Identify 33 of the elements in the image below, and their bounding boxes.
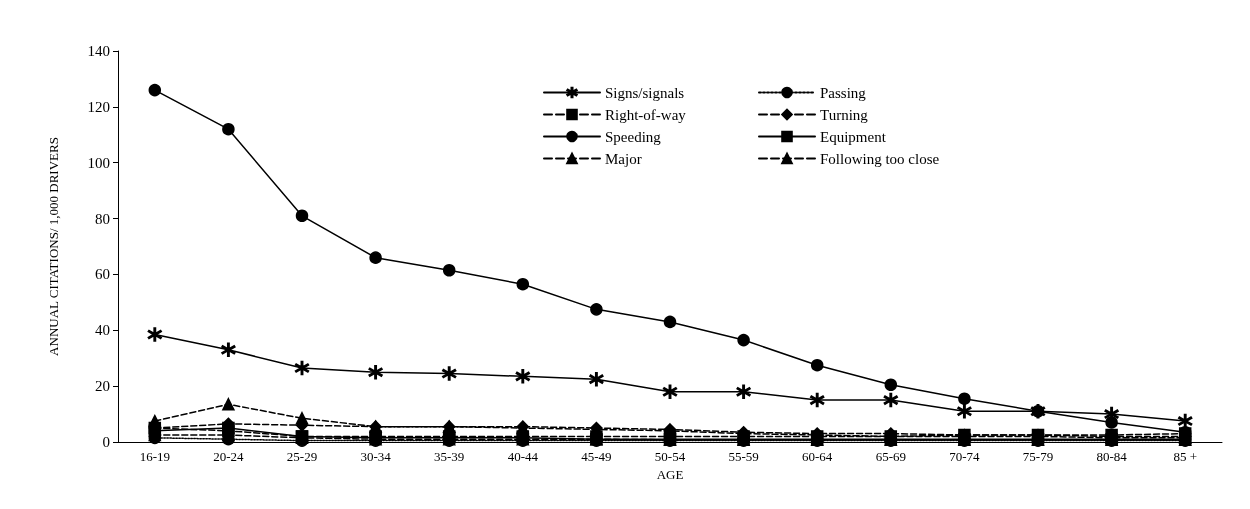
x-tick-label: 70-74 [949, 449, 981, 464]
legend-label: Turning [820, 106, 869, 123]
x-tick-label: 80-84 [1096, 449, 1128, 464]
x-tick-label: 45-49 [581, 449, 612, 464]
x-tick-label: 50-54 [654, 449, 686, 464]
y-tick-label: 140 [87, 43, 110, 59]
y-tick-label: 20 [95, 378, 110, 395]
legend-label: Right-of-way [605, 106, 687, 123]
y-tick-label: 80 [95, 210, 110, 227]
y-tick-label: 100 [87, 154, 110, 171]
legend-label: Signs/signals [605, 84, 685, 101]
x-axis-title: AGE [656, 466, 684, 482]
legend-label: Equipment [820, 128, 887, 145]
x-tick-label: 60-64 [802, 449, 833, 464]
x-tick-label: 65-69 [875, 449, 906, 464]
x-tick-label: 40-44 [507, 449, 539, 464]
y-tick-label: 60 [95, 266, 110, 283]
x-tick-label: 85 + [1173, 449, 1197, 464]
legend-label: Following too close [820, 150, 940, 167]
y-axis-title: ANNUAL CITATIONS/ 1,000 DRIVERS [46, 137, 61, 356]
y-tick-label: 40 [95, 322, 110, 339]
legend-label: Speeding [605, 128, 662, 145]
legend-label: Passing [820, 84, 867, 101]
y-tick-label: 0 [102, 434, 110, 450]
x-tick-label: 16-19 [139, 449, 170, 464]
x-tick-label: 20-24 [213, 449, 245, 464]
x-tick-label: 35-39 [434, 449, 465, 464]
x-tick-label: 55-59 [728, 449, 759, 464]
x-tick-label: 75-79 [1022, 449, 1054, 464]
legend-label: Major [605, 150, 642, 167]
x-tick-label: 25-29 [286, 449, 318, 464]
x-tick-label: 30-34 [360, 449, 392, 464]
y-tick-label: 120 [87, 98, 110, 115]
